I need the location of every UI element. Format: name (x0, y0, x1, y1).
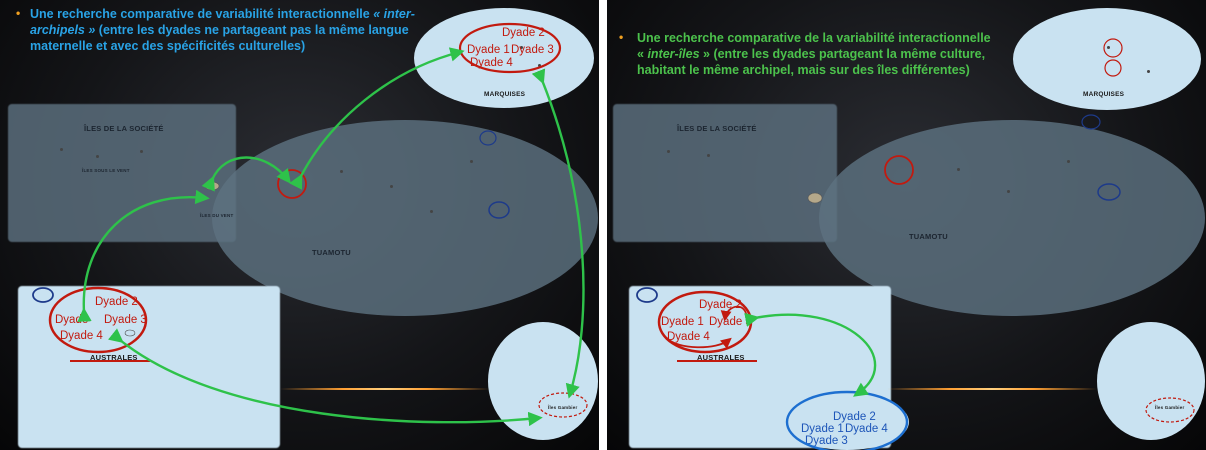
blue-circle (636, 287, 658, 303)
australes-dyade-circle (48, 286, 148, 354)
dyade-label: Dyade 1 (467, 44, 510, 56)
red-arrow (720, 305, 748, 322)
blue-circle (479, 130, 497, 146)
title-bullet: • (619, 30, 624, 44)
dyade-label: Dyade 4 (845, 423, 888, 435)
label-marquises: MARQUISES (484, 91, 526, 98)
label-gambier: Îles Gambier (1155, 405, 1185, 410)
green-arrow (77, 189, 210, 322)
right-slide-panel: • Une recherche comparative de la variab… (607, 0, 1206, 450)
island-dot (1007, 190, 1010, 193)
slide-title: Une recherche comparative de la variabil… (637, 31, 991, 77)
island-dot (1147, 70, 1150, 73)
tahiti-circle (884, 155, 914, 185)
blue-circle (1097, 183, 1121, 201)
green-arrow (531, 68, 585, 399)
blue-dyade-circle (785, 390, 909, 450)
gambier-map (1097, 322, 1205, 440)
title-bullet: • (16, 6, 21, 20)
gambier-circle (538, 392, 588, 418)
dyade-label: Dyade 3 (511, 44, 554, 56)
slide-title: Une recherche comparative de variabilité… (30, 7, 415, 53)
red-arrow (666, 337, 732, 349)
island-shape (807, 192, 823, 204)
island-dot (707, 154, 710, 157)
dyade-label: Dyade 4 (667, 331, 710, 343)
island-dot (430, 210, 433, 213)
green-arrow (289, 47, 465, 190)
marquises-dyade-circle (458, 22, 562, 74)
label-sous-le-vent: ÎLES SOUS LE VENT (82, 168, 130, 173)
dyade-label: Dyade 3 (805, 435, 848, 447)
dyade-label: Dyade 2 (502, 27, 545, 39)
left-slide-panel: • Une recherche comparative de variabili… (0, 0, 599, 450)
island-dot (140, 150, 143, 153)
label-tuamotu: TUAMOTU (312, 248, 351, 257)
label-tuamotu: TUAMOTU (909, 232, 948, 241)
dyade-label: Dyade 1 (801, 423, 844, 435)
label-societe: ÎLES DE LA SOCIÉTÉ (84, 124, 164, 133)
marquises-map (1013, 8, 1201, 110)
blue-circle (1081, 114, 1101, 130)
island-shape (124, 329, 136, 337)
label-australes: AUSTRALES (697, 353, 745, 362)
island-dot (538, 64, 541, 67)
green-arrow (201, 156, 291, 192)
red-circle (1104, 59, 1122, 77)
island-dot (1067, 160, 1070, 163)
island-group-map (785, 394, 909, 450)
island-dot (60, 148, 63, 151)
island-shape (204, 181, 220, 191)
green-arrow (108, 328, 543, 427)
tuamotu-map (819, 120, 1205, 316)
label-du-vent: ÎLES DU VENT (200, 213, 234, 218)
island-dot (470, 160, 473, 163)
dyade-label: Dyade 4 (470, 57, 513, 69)
red-circle (1103, 38, 1123, 58)
label-societe: ÎLES DE LA SOCIÉTÉ (677, 124, 757, 133)
right-overlay (636, 38, 1195, 450)
dyade-label: Dyade 2 (833, 411, 876, 423)
societe-islands-map (613, 104, 837, 242)
dyade-label: Dyade 4 (60, 330, 103, 342)
dyade-label: Dyade 1 (661, 316, 704, 328)
island-dot (96, 155, 99, 158)
island-dot (520, 46, 523, 49)
label-gambier: Îles Gambier (548, 405, 578, 410)
blue-circle (488, 201, 510, 219)
dyade-label: Dyade 3 (709, 316, 752, 328)
blue-circle (32, 287, 54, 303)
island-dot (667, 150, 670, 153)
gambier-circle (1145, 397, 1195, 423)
label-marquises: MARQUISES (1083, 91, 1125, 98)
horizon-glow (887, 388, 1097, 390)
island-dot (1107, 46, 1110, 49)
island-dot (957, 168, 960, 171)
green-arrow (744, 312, 877, 397)
left-overlay (32, 22, 588, 427)
